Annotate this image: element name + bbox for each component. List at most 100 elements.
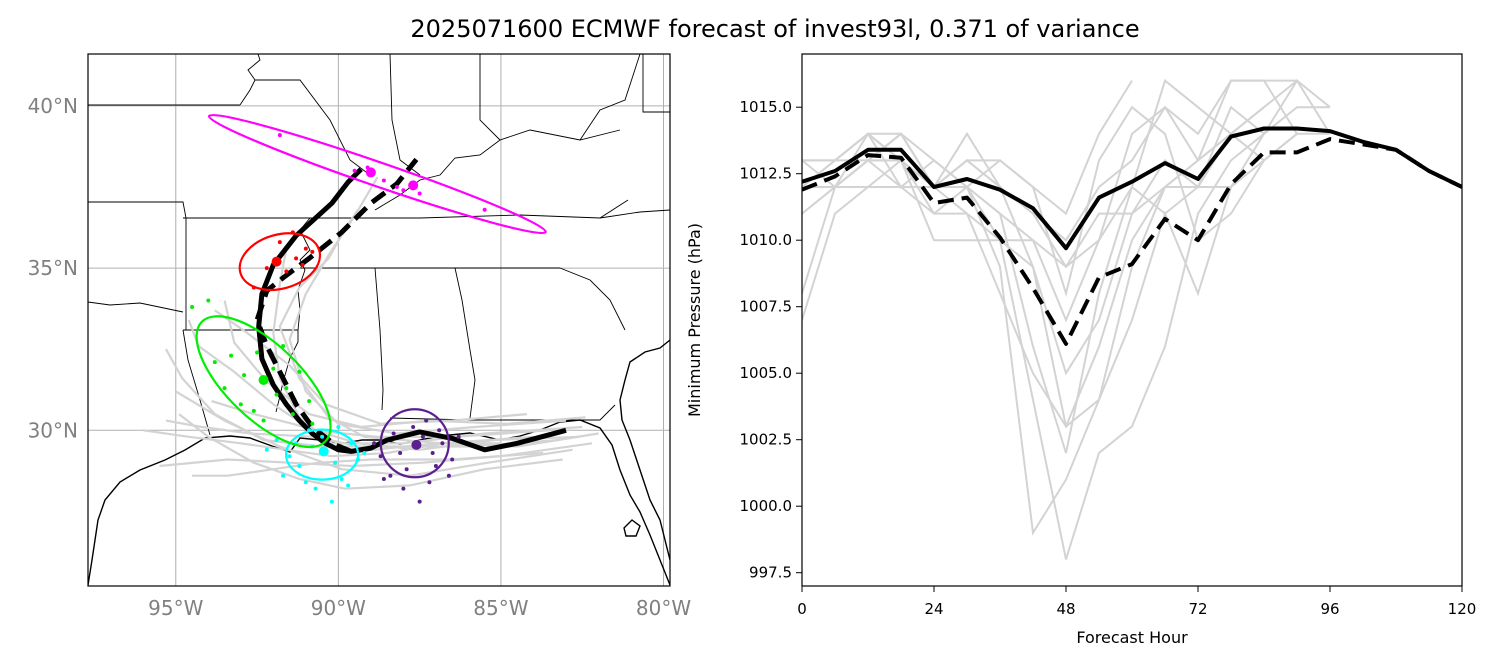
ellipse-72h [195, 315, 332, 449]
position-point-24h [281, 473, 286, 478]
lake-okeechobee [623, 519, 641, 537]
position-point-72h [261, 418, 266, 423]
y-tick-label: 997.5 [749, 564, 792, 582]
position-point-72h [229, 353, 234, 358]
position-point-96h [294, 256, 299, 261]
coast-gulf [88, 419, 670, 586]
ellipse-center-point [365, 167, 376, 178]
lon-tick-label: 85°W [473, 596, 528, 620]
position-point-72h [242, 373, 247, 378]
border-tx-la [182, 329, 211, 436]
ensemble-track [211, 400, 580, 451]
ensemble-position-points [190, 133, 487, 504]
ensemble-track [272, 248, 583, 445]
position-point-120h [277, 133, 282, 138]
border-ok-ar [88, 201, 187, 330]
position-point-48h [398, 451, 403, 455]
ensemble-pressure-lines [802, 78, 1331, 560]
position-point-48h [424, 418, 429, 423]
ellipse-120h [207, 113, 547, 235]
position-point-48h [378, 454, 383, 459]
position-point-48h [381, 476, 386, 481]
position-point-72h [274, 392, 279, 397]
position-point-120h [352, 168, 357, 173]
position-point-120h [401, 188, 406, 193]
pressure-line-solid [802, 126, 1462, 251]
position-point-48h [430, 451, 435, 455]
position-point-24h [333, 460, 338, 465]
ensemble-track [278, 209, 534, 445]
x-tick-label: 0 [797, 600, 807, 618]
position-point-24h [339, 476, 344, 481]
position-point-24h [297, 463, 302, 468]
lat-tick-label: 35°N [28, 256, 78, 280]
ellipse-center-point [258, 375, 269, 386]
position-point-120h [417, 191, 422, 196]
pressure-frame [801, 53, 1463, 587]
position-point-48h [391, 431, 396, 436]
lon-tick-label: 90°W [311, 596, 366, 620]
position-point-48h [401, 486, 406, 491]
position-point-48h [440, 441, 445, 446]
ensemble-pressure-line [802, 79, 1298, 376]
x-axis-label: Forecast Hour [1076, 628, 1188, 647]
position-point-96h [300, 262, 305, 267]
position-point-96h [303, 246, 308, 251]
y-tick-label: 1015.0 [740, 98, 793, 116]
y-tick-label: 1005.0 [740, 364, 793, 382]
position-point-72h [222, 386, 227, 391]
border-oh [479, 54, 501, 141]
position-point-24h [329, 499, 334, 504]
position-point-48h [433, 463, 438, 468]
border-ms-river [239, 54, 261, 106]
pressure-panel: 0 24 48 72 96 120 997.5 1000.0 1002.5 1005.0 1007.… [685, 53, 1477, 647]
border-ne [642, 54, 670, 113]
ellipse-center-point [271, 256, 282, 267]
ensemble-pressure-line [802, 78, 1232, 454]
border-al-ga [454, 267, 476, 419]
position-point-72h [297, 369, 302, 374]
position-point-72h [255, 350, 260, 355]
position-point-72h [190, 305, 195, 310]
position-point-48h [404, 467, 409, 472]
position-point-72h [310, 421, 315, 426]
pressure-line-dashed [802, 137, 1462, 346]
position-point-72h [290, 412, 295, 417]
border-il [255, 79, 371, 176]
position-point-48h [420, 434, 425, 439]
lon-tick-label: 80°W [636, 596, 691, 620]
y-axis-label: Minimum Pressure (hPa) [685, 223, 704, 417]
x-tick-label: 24 [924, 600, 943, 618]
map-tick-labels: 95°W 90°W 85°W 80°W 40°N 35°N 30°N [28, 94, 692, 620]
ensemble-track [178, 413, 563, 490]
position-point-24h [362, 451, 367, 455]
lat-tick-label: 40°N [28, 94, 78, 118]
position-point-48h [388, 473, 393, 478]
position-point-120h [381, 178, 386, 183]
ensemble-pressure-line [802, 106, 1330, 560]
ensemble-track [223, 300, 586, 429]
position-point-72h [251, 408, 256, 413]
x-tick-label: 120 [1448, 600, 1477, 618]
position-point-24h [264, 447, 269, 452]
border-wv [579, 54, 641, 141]
border-sc [559, 267, 626, 331]
position-point-24h [320, 434, 325, 439]
ellipse-96h [238, 232, 322, 292]
mean-track-solid [256, 167, 567, 454]
y-tick-label: 1002.5 [740, 431, 793, 449]
position-point-48h [437, 428, 442, 433]
y-tick-label: 1000.0 [740, 497, 793, 515]
coast-atlantic [619, 339, 670, 561]
position-point-48h [446, 473, 451, 478]
ensemble-pressure-line [802, 159, 1265, 536]
position-point-72h [206, 298, 211, 303]
position-point-48h [450, 457, 455, 462]
border-va [599, 209, 670, 219]
pressure-series [802, 126, 1462, 346]
map-panel: 95°W 90°W 85°W 80°W 40°N 35°N 30°N [28, 53, 692, 620]
pressure-ticks: 0 24 48 72 96 120 997.5 1000.0 1002.5 1005.0 1007.… [740, 98, 1477, 618]
ellipse-center-point [318, 446, 329, 457]
position-point-72h [307, 399, 312, 404]
position-point-24h [287, 454, 292, 459]
